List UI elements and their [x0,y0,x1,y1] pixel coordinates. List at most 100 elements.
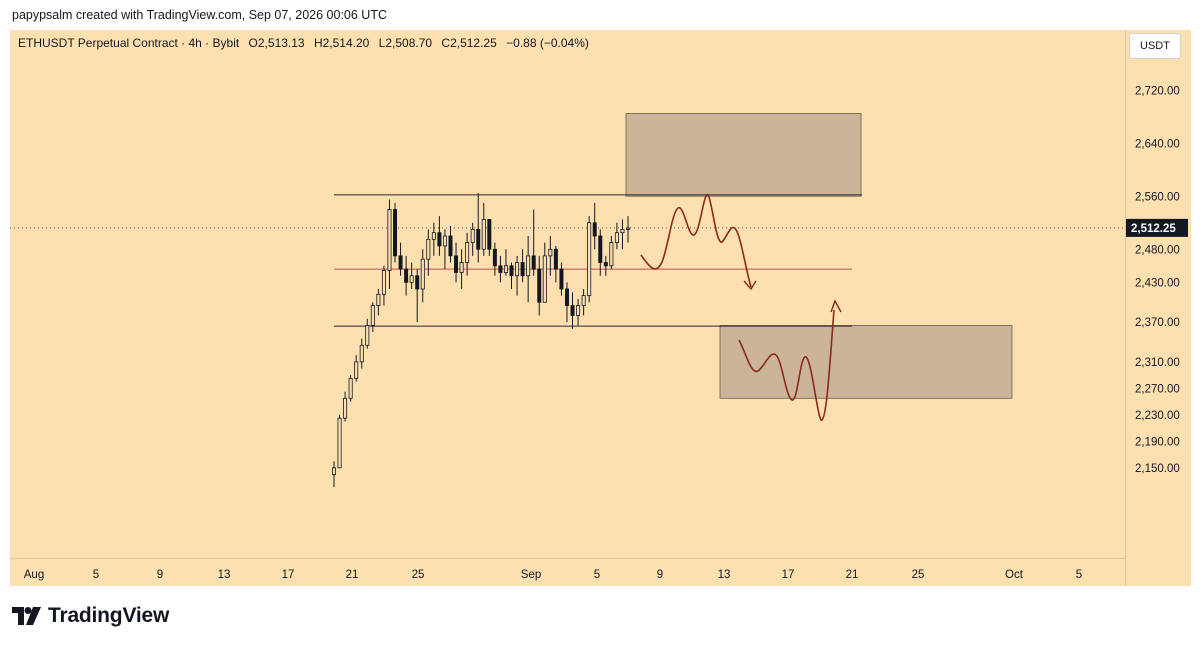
date-tick-label: 5 [1076,569,1082,581]
candle-body [409,275,414,283]
candle-body [431,232,436,240]
price-tick-label: 2,720.00 [1135,85,1180,97]
candle-body [492,248,497,267]
currency-button[interactable]: USDT [1129,33,1181,59]
date-tick-label: 5 [594,569,600,581]
candle-body [442,235,447,247]
candle-body [581,295,586,306]
candle-body [626,227,631,230]
price-tick-label: 2,270.00 [1135,383,1180,395]
time-axis-labels: Aug 5 9 13 17 21 25 Sep 5 9 13 17 21 25 Oct 5 [24,569,1082,581]
date-tick-label: 17 [782,569,795,581]
candle-body [553,248,558,270]
candle-body [459,262,464,273]
date-tick-label: 21 [346,569,359,581]
date-tick-label: 13 [718,569,731,581]
date-tick-label: 21 [846,569,859,581]
candle-body [454,255,459,273]
candle-body [354,361,359,379]
candle-body [515,262,520,277]
candle-body [542,255,547,303]
tradingview-mark-icon [12,607,41,625]
demand-zone [719,325,1013,399]
date-tick-label: 9 [157,569,163,581]
date-tick-label: 25 [912,569,925,581]
symbol-title[interactable]: ETHUSDT Perpetual Contract · 4h · Bybit [18,36,240,50]
projection-arrowhead-2 [830,299,842,313]
candle-body [420,258,425,290]
date-tick-label: 9 [657,569,663,581]
candle-body [404,268,409,283]
supply-zone [625,113,862,197]
candle-body [531,255,536,270]
candle-body [398,255,403,270]
candle-body [570,305,575,316]
candle-body [437,232,442,247]
date-tick-label: 17 [282,569,295,581]
candle-body [564,288,569,306]
candle-body [598,235,603,263]
candle-body [520,262,525,277]
candle-body [348,378,353,399]
date-tick-label: Aug [24,569,44,581]
close-value: C2,512.25 [441,36,497,50]
candle-body [576,305,581,316]
candle-body [365,325,370,346]
candle-body [614,232,619,244]
candle-body [331,467,336,475]
candle-body [470,228,475,244]
candle-body [548,248,553,257]
candle-body [337,417,342,469]
price-tick-label: 2,560.00 [1135,191,1180,203]
price-tick-label: 2,480.00 [1135,244,1180,256]
candle-body [343,397,348,419]
candle-body [503,265,508,273]
candle-body [559,268,564,290]
price-tick-label: 2,230.00 [1135,410,1180,422]
candle-body [359,344,364,363]
date-tick-label: Sep [521,569,541,581]
candle-body [509,265,514,277]
candle-body [481,219,486,250]
change-value: −0.88 (−0.04%) [506,36,589,50]
projection-path-1 [640,194,752,288]
price-axis-labels: 2,720.00 2,640.00 2,560.00 2,480.00 2,430.00… [1126,85,1188,475]
candle-body [609,242,614,267]
candle-body [620,228,625,234]
high-value: H2,514.20 [313,36,370,50]
candle-body [603,262,608,267]
candle-body [476,228,481,250]
candle-body [393,209,398,257]
tradingview-wordmark: TradingView [48,604,170,627]
price-tick-label: 2,430.00 [1135,277,1180,289]
candle-body [537,268,542,303]
candle-body [370,305,375,326]
candle-body [426,238,431,260]
candle-body [381,270,386,295]
candle-body [587,222,592,297]
price-tick-label: 2,370.00 [1135,317,1180,329]
date-tick-label: 5 [93,569,99,581]
candle-body [465,242,470,263]
date-tick-label: Oct [1005,569,1024,581]
candle-body [448,235,453,257]
candle-body [387,209,392,271]
tradingview-logo[interactable]: TradingView [12,604,169,628]
projection-arrowhead-1 [743,280,757,291]
date-tick-label: 25 [412,569,425,581]
last-price-label: 2,512.25 [1131,223,1176,235]
candle-body [415,275,420,290]
candle-body [376,293,381,306]
time-axis[interactable]: Aug 5 9 13 17 21 25 Sep 5 9 13 17 21 25 Oct 5 [10,558,1125,587]
chart-pane[interactable] [10,30,1125,586]
price-tick-label: 2,310.00 [1135,357,1180,369]
candle-body [487,219,492,250]
projection-path-2 [738,309,835,421]
chart-caption: papypsalm created with TradingView.com, … [12,8,387,22]
price-chart[interactable] [10,30,1125,558]
candle-body [592,222,597,237]
price-tick-label: 2,150.00 [1135,463,1180,475]
symbol-legend: ETHUSDT Perpetual Contract · 4h · Bybit … [18,36,595,50]
price-tick-label: 2,190.00 [1135,436,1180,448]
price-axis[interactable]: 2,720.00 2,640.00 2,560.00 2,480.00 2,430.00… [1125,30,1191,586]
